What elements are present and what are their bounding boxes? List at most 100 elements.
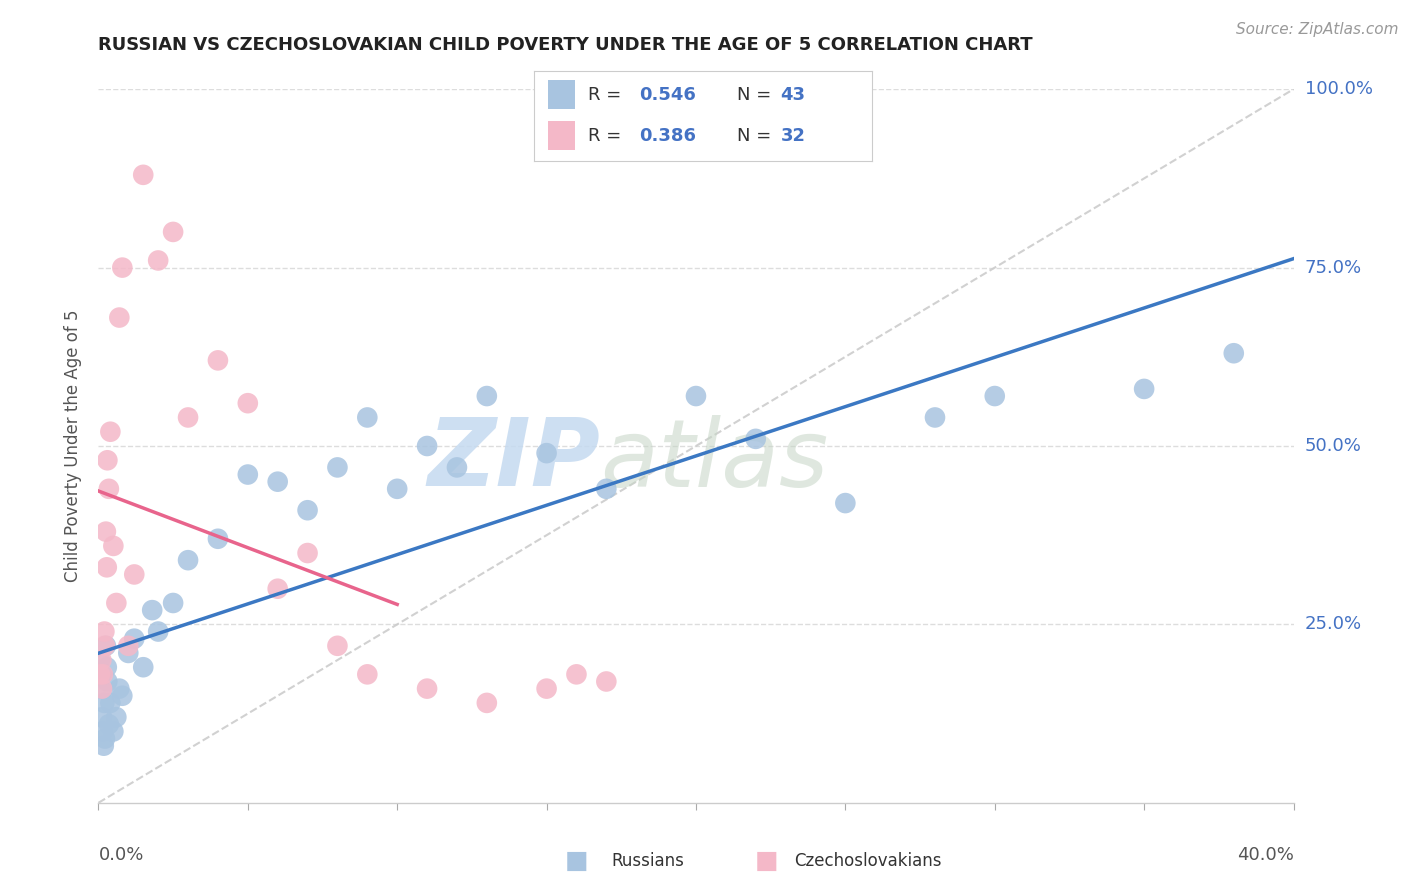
Point: [1133, 382, 1156, 396]
Point: [98, 425, 122, 439]
Text: 100.0%: 100.0%: [1305, 80, 1372, 98]
Point: [924, 410, 946, 425]
Point: [834, 496, 856, 510]
Point: [89, 653, 111, 667]
Point: [595, 674, 617, 689]
Point: [132, 168, 155, 182]
Text: atlas: atlas: [600, 415, 828, 506]
Point: [267, 475, 290, 489]
Point: [103, 539, 125, 553]
Point: [105, 710, 128, 724]
Point: [148, 253, 170, 268]
Point: [96, 453, 118, 467]
Point: [90, 667, 112, 681]
Text: 0.386: 0.386: [638, 127, 696, 145]
FancyBboxPatch shape: [548, 121, 575, 150]
Text: Source: ZipAtlas.com: Source: ZipAtlas.com: [1236, 22, 1399, 37]
Point: [416, 681, 439, 696]
Text: 50.0%: 50.0%: [1305, 437, 1361, 455]
Point: [91, 710, 114, 724]
Point: [96, 560, 118, 574]
Point: [356, 667, 378, 681]
Point: [326, 460, 349, 475]
Point: [94, 639, 117, 653]
Point: [93, 696, 115, 710]
Text: Czechoslovakians: Czechoslovakians: [794, 852, 942, 870]
Point: [94, 524, 117, 539]
Point: [297, 546, 319, 560]
Point: [90, 681, 112, 696]
Text: 40.0%: 40.0%: [1237, 846, 1294, 863]
Point: [97, 482, 120, 496]
Point: [745, 432, 768, 446]
Point: [97, 717, 120, 731]
Text: N =: N =: [737, 127, 776, 145]
Point: [475, 389, 498, 403]
Point: [595, 482, 617, 496]
Text: 75.0%: 75.0%: [1305, 259, 1362, 277]
Point: [117, 646, 139, 660]
Text: 0.0%: 0.0%: [98, 846, 143, 863]
Point: [124, 567, 146, 582]
Point: [385, 482, 409, 496]
Point: [91, 667, 114, 681]
Point: [93, 739, 115, 753]
Point: [1222, 346, 1246, 360]
Point: [111, 689, 134, 703]
Point: [207, 353, 229, 368]
Text: ZIP: ZIP: [427, 414, 600, 507]
Point: [177, 410, 200, 425]
Point: [565, 667, 588, 681]
Text: ■: ■: [565, 849, 588, 872]
Point: [90, 653, 112, 667]
Point: [94, 639, 117, 653]
Point: [207, 532, 229, 546]
Point: [89, 667, 111, 681]
Point: [91, 724, 114, 739]
Text: ■: ■: [755, 849, 778, 872]
Point: [132, 660, 155, 674]
Text: 25.0%: 25.0%: [1305, 615, 1362, 633]
Point: [536, 446, 558, 460]
Point: [103, 724, 125, 739]
Point: [162, 596, 184, 610]
Point: [685, 389, 707, 403]
Y-axis label: Child Poverty Under the Age of 5: Child Poverty Under the Age of 5: [65, 310, 83, 582]
Text: 0.546: 0.546: [638, 86, 696, 103]
Point: [446, 460, 468, 475]
Point: [117, 639, 139, 653]
Point: [96, 674, 118, 689]
FancyBboxPatch shape: [548, 80, 575, 109]
Point: [105, 596, 128, 610]
Point: [124, 632, 146, 646]
Point: [98, 696, 122, 710]
Point: [177, 553, 200, 567]
Point: [475, 696, 498, 710]
Point: [236, 467, 259, 482]
Point: [356, 410, 378, 425]
Point: [108, 681, 131, 696]
Point: [96, 660, 118, 674]
Text: RUSSIAN VS CZECHOSLOVAKIAN CHILD POVERTY UNDER THE AGE OF 5 CORRELATION CHART: RUSSIAN VS CZECHOSLOVAKIAN CHILD POVERTY…: [98, 36, 1033, 54]
Point: [416, 439, 439, 453]
Point: [326, 639, 349, 653]
Point: [93, 624, 115, 639]
Point: [108, 310, 131, 325]
Point: [983, 389, 1005, 403]
Text: 43: 43: [780, 86, 806, 103]
Point: [141, 603, 163, 617]
Point: [91, 681, 114, 696]
Text: 32: 32: [780, 127, 806, 145]
Text: Russians: Russians: [612, 852, 685, 870]
Text: N =: N =: [737, 86, 776, 103]
Point: [162, 225, 184, 239]
Point: [297, 503, 319, 517]
Text: R =: R =: [588, 127, 627, 145]
Point: [148, 624, 170, 639]
Point: [111, 260, 134, 275]
Text: R =: R =: [588, 86, 627, 103]
Point: [267, 582, 290, 596]
Point: [536, 681, 558, 696]
Point: [236, 396, 259, 410]
Point: [94, 731, 117, 746]
